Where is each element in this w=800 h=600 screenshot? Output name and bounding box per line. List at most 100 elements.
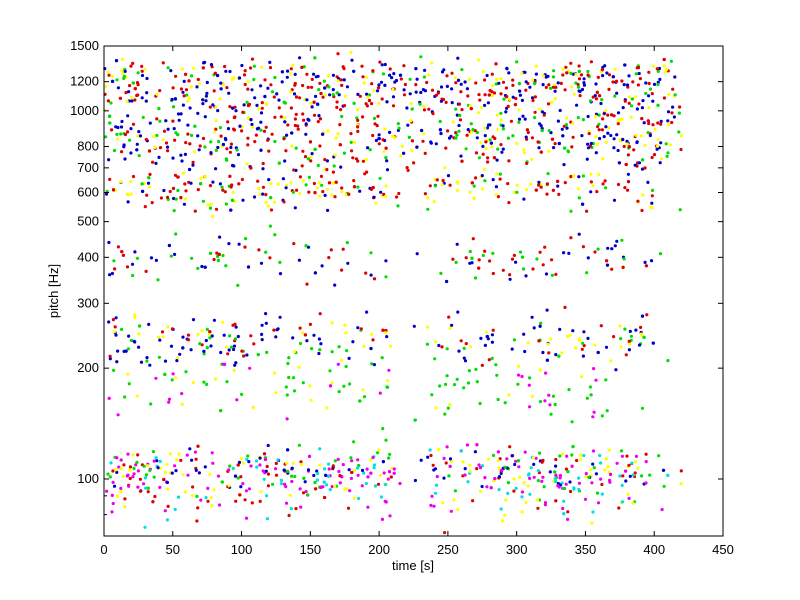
data-point [618, 474, 622, 478]
data-point [586, 69, 590, 74]
data-point [650, 155, 654, 160]
data-point [161, 138, 165, 142]
data-point [567, 251, 571, 255]
data-point [218, 235, 222, 239]
data-point [227, 468, 231, 472]
data-point [131, 81, 135, 85]
data-point [571, 135, 575, 139]
data-point [268, 66, 273, 70]
data-point [536, 140, 540, 144]
data-point [388, 452, 392, 456]
data-point [488, 138, 492, 142]
y-tick-label: 1000 [70, 103, 99, 118]
data-point [468, 463, 472, 467]
data-point [622, 144, 626, 149]
data-point [541, 74, 546, 78]
data-point [630, 97, 635, 101]
data-point [463, 467, 467, 471]
data-point [586, 73, 590, 77]
data-point [598, 94, 602, 98]
data-point [209, 496, 213, 500]
data-point [123, 395, 127, 399]
data-point [627, 339, 631, 343]
data-point [115, 132, 119, 136]
data-point [326, 474, 330, 478]
data-point [620, 483, 624, 487]
data-point [423, 89, 427, 93]
data-point [496, 195, 500, 199]
data-point [202, 352, 206, 356]
data-point [168, 452, 172, 456]
data-point [324, 483, 329, 487]
data-point [249, 334, 253, 338]
data-point [236, 334, 240, 339]
data-point [496, 459, 500, 463]
data-point [232, 127, 236, 131]
data-point [497, 475, 502, 479]
data-point [530, 315, 534, 319]
data-point [327, 256, 331, 260]
data-point [528, 492, 532, 496]
data-point [433, 340, 438, 344]
data-point [151, 160, 155, 164]
data-point [536, 506, 540, 510]
data-point [634, 328, 638, 332]
data-point [305, 72, 309, 76]
data-point [473, 276, 478, 280]
data-point [426, 207, 430, 211]
data-point [346, 506, 351, 510]
data-point [109, 461, 113, 465]
data-point [286, 69, 290, 73]
data-point [450, 71, 454, 75]
data-point [371, 455, 375, 460]
data-point [493, 477, 497, 481]
data-point [616, 111, 621, 115]
x-tick-label: 300 [506, 542, 528, 557]
data-point [189, 85, 193, 89]
data-point [475, 130, 479, 135]
data-point [265, 464, 269, 469]
data-point [388, 67, 392, 71]
data-point [623, 63, 627, 67]
data-point [512, 253, 517, 257]
data-point [641, 158, 645, 162]
data-point [158, 119, 162, 123]
data-point [656, 103, 660, 107]
data-points [103, 50, 684, 535]
data-point [219, 134, 223, 138]
data-point [259, 120, 263, 124]
data-point [117, 465, 121, 469]
data-point [459, 90, 463, 94]
data-point [317, 337, 321, 341]
data-point [586, 114, 590, 119]
data-point [173, 138, 177, 142]
data-point [650, 92, 654, 96]
data-point [181, 473, 185, 477]
data-point [505, 457, 509, 461]
data-point [574, 72, 578, 77]
data-point [639, 332, 644, 336]
data-point [643, 260, 647, 264]
data-point [579, 73, 584, 77]
data-point [442, 456, 446, 460]
data-point [494, 363, 498, 367]
data-point [395, 195, 399, 199]
data-point [205, 327, 209, 331]
data-point [391, 104, 396, 108]
data-point [389, 344, 393, 348]
data-point [257, 107, 261, 111]
data-point [231, 106, 235, 110]
data-point [390, 76, 394, 80]
x-tick-label: 0 [100, 542, 107, 557]
data-point [592, 466, 596, 470]
data-point [294, 95, 299, 99]
data-point [620, 238, 624, 242]
data-point [462, 386, 466, 390]
data-point [305, 339, 309, 343]
data-point [322, 480, 326, 484]
data-point [312, 181, 316, 186]
data-point [481, 144, 485, 148]
data-point [536, 469, 541, 473]
data-point [234, 109, 238, 113]
data-point [511, 83, 515, 87]
